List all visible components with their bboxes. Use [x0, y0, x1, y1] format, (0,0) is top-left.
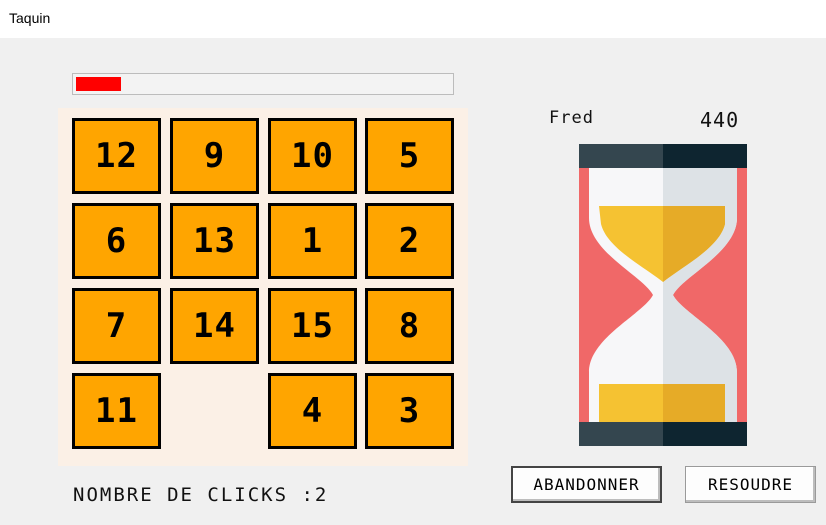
abandon-button[interactable]: ABANDONNER	[511, 466, 662, 503]
puzzle-tile[interactable]: 3	[365, 373, 454, 449]
hourglass-top-cap-shade	[663, 144, 747, 168]
resolve-button[interactable]: RESOUDRE	[685, 466, 816, 503]
player-name: Fred	[549, 108, 594, 128]
puzzle-tile[interactable]: 2	[365, 203, 454, 279]
puzzle-tile[interactable]: 5	[365, 118, 454, 194]
puzzle-tile[interactable]: 8	[365, 288, 454, 364]
player-score: 440	[700, 108, 740, 132]
time-progress-bar	[72, 73, 454, 95]
puzzle-tile[interactable]: 9	[170, 118, 259, 194]
puzzle-tile[interactable]: 13	[170, 203, 259, 279]
puzzle-tile[interactable]: 10	[268, 118, 357, 194]
hourglass-icon	[579, 144, 747, 446]
puzzle-tile[interactable]: 1	[268, 203, 357, 279]
puzzle-tile[interactable]: 4	[268, 373, 357, 449]
puzzle-tile[interactable]: 12	[72, 118, 161, 194]
puzzle-tile[interactable]: 11	[72, 373, 161, 449]
puzzle-tile[interactable]: 6	[72, 203, 161, 279]
window-title: Taquin	[9, 10, 51, 26]
puzzle-tile[interactable]: 14	[170, 288, 259, 364]
puzzle-board: 12 9 10 5 6 13 1 2 7 14 15 8 11 4 3	[58, 108, 468, 466]
empty-slot	[170, 373, 259, 449]
progress-fill	[76, 77, 121, 91]
puzzle-tile[interactable]: 15	[268, 288, 357, 364]
clicks-counter: NOMBRE DE CLICKS :2	[73, 484, 329, 506]
title-bar: Taquin	[0, 0, 826, 38]
hourglass-bottom-cap-shade	[663, 422, 747, 446]
puzzle-tile[interactable]: 7	[72, 288, 161, 364]
hourglass-bottom-sand-shade	[663, 384, 725, 422]
hourglass-top-sand-shade	[663, 206, 725, 282]
